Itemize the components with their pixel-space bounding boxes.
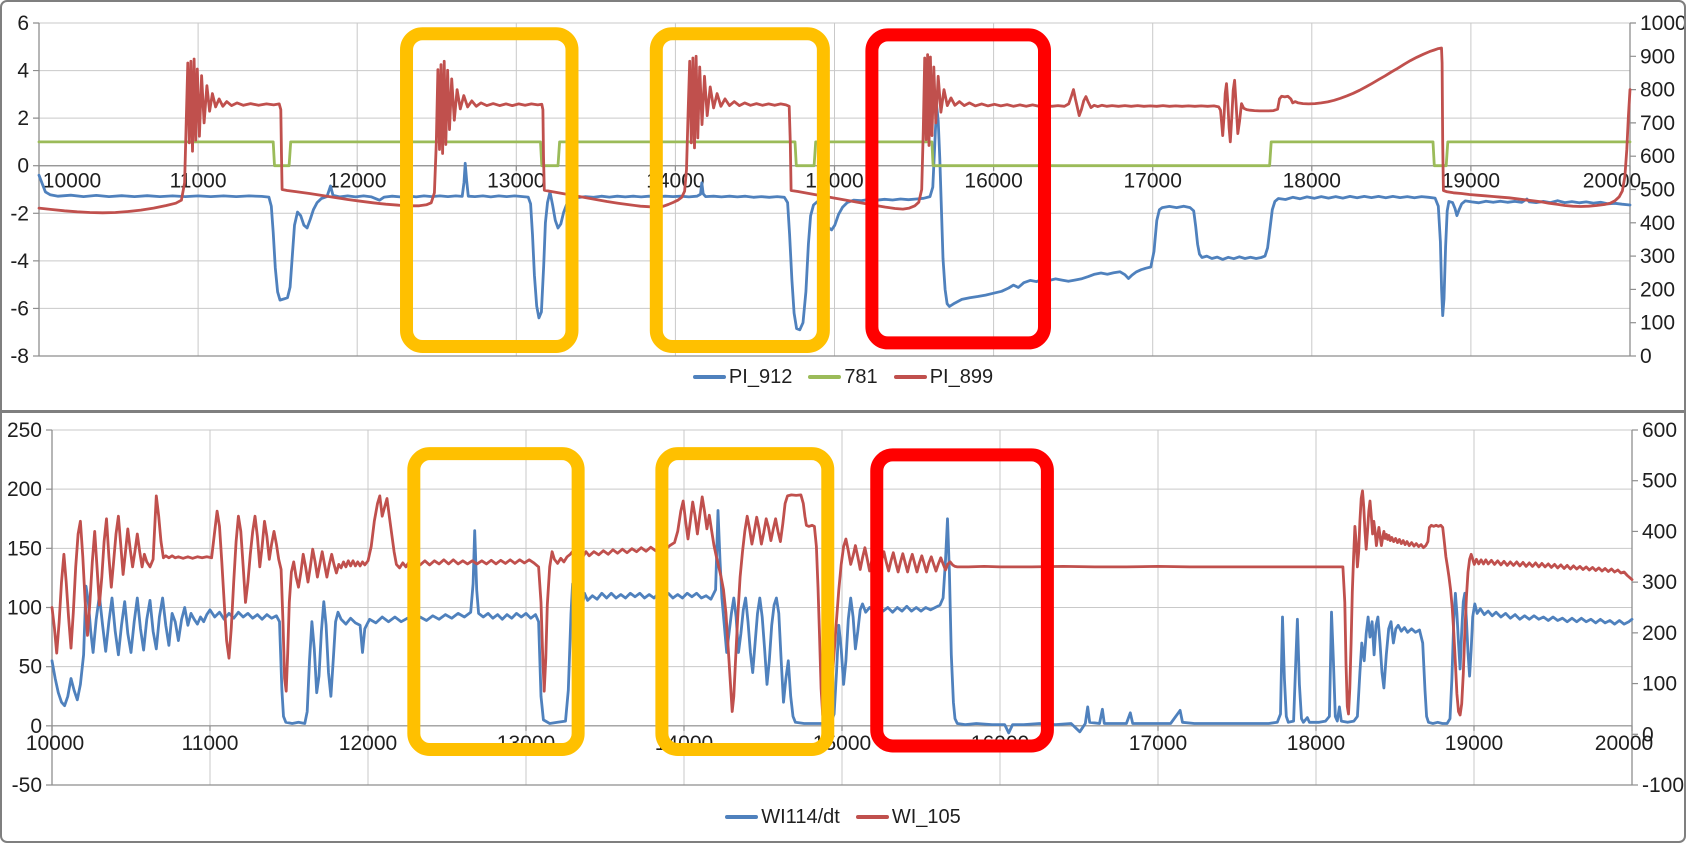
right-axis-label: 800: [1640, 79, 1675, 102]
x-axis-label: 15000: [805, 170, 863, 193]
x-axis-label: 17000: [1129, 732, 1187, 755]
right-axis-label: 600: [1640, 145, 1675, 168]
top-chart[interactable]: -8 -6 -4 -2 0 2 4 6 0 100 200 300 400 500 600 700 800 900…: [2, 2, 1684, 410]
left-axis-label: 100: [7, 597, 42, 620]
left-axis-label: 6: [17, 12, 29, 35]
right-axis-label: 1000: [1640, 12, 1684, 35]
right-axis-label: 400: [1642, 520, 1677, 543]
x-axis-label: 12000: [328, 170, 386, 193]
highlight-box-orange-1[interactable]: [400, 27, 579, 353]
x-axis-label: 13000: [487, 170, 545, 193]
series-line-PI_899: [37, 46, 1632, 215]
left-axis-label: 2: [17, 107, 29, 130]
right-axis-label: 700: [1640, 112, 1675, 135]
series-line-WI_105: [50, 489, 1634, 722]
x-axis-label: 10000: [26, 732, 84, 755]
left-axis-label: 200: [7, 478, 42, 501]
left-axis-label: -4: [10, 250, 29, 273]
right-axis-label: 500: [1642, 470, 1677, 493]
right-axis-label: 100: [1642, 673, 1677, 696]
right-axis-label: 500: [1640, 179, 1675, 202]
left-axis-label: 50: [19, 656, 42, 679]
chart-divider: [2, 410, 1684, 413]
left-axis-label: -8: [10, 345, 29, 368]
right-axis-label: -100: [1642, 774, 1684, 797]
top-chart-canvas: -8 -6 -4 -2 0 2 4 6 0 100 200 300 400 500 600 700 800 900…: [10, 12, 1684, 368]
x-axis-label: 19000: [1445, 732, 1503, 755]
right-axis-label: 100: [1640, 312, 1675, 335]
x-axis-label: 11000: [170, 170, 227, 193]
right-axis-label: 0: [1640, 345, 1652, 368]
left-axis-label: 0: [30, 715, 42, 738]
right-axis-label: 0: [1642, 723, 1654, 746]
left-axis-label: 0: [17, 155, 29, 178]
left-axis-label: -50: [12, 774, 42, 797]
right-axis-label: 300: [1640, 245, 1675, 268]
x-axis-label: 18000: [1283, 170, 1341, 193]
bottom-chart-canvas: -50 0 50 100 150 200 250 -100 0 100 200 300 400 500 60…: [7, 419, 1684, 797]
left-axis-label: 4: [17, 60, 29, 83]
bottom-chart[interactable]: -50 0 50 100 150 200 250 -100 0 100 200 300 400 500 60…: [2, 413, 1684, 841]
x-axis-label: 18000: [1287, 732, 1345, 755]
right-axis-label: 600: [1642, 419, 1677, 442]
x-axis-label: 12000: [339, 732, 397, 755]
x-axis-label: 20000: [1595, 732, 1653, 755]
left-axis-label: -2: [10, 202, 29, 225]
highlight-box-orange-1[interactable]: [407, 447, 585, 757]
right-axis-label: 300: [1642, 571, 1677, 594]
highlight-box-orange-2[interactable]: [649, 27, 830, 353]
series-line-WI114/dt: [50, 509, 1634, 735]
series-line-781: [37, 140, 1632, 168]
right-axis-label: 200: [1642, 622, 1677, 645]
right-axis-label: 200: [1640, 278, 1675, 301]
x-axis-label: 10000: [43, 170, 101, 193]
x-axis-label: 19000: [1442, 170, 1500, 193]
highlight-box-red[interactable]: [865, 28, 1052, 350]
highlight-box-red[interactable]: [870, 448, 1054, 753]
left-axis-label: -6: [10, 297, 29, 320]
highlight-box-orange-2[interactable]: [655, 447, 835, 757]
right-axis-label: 400: [1640, 212, 1675, 235]
right-axis-label: 900: [1640, 45, 1675, 68]
left-axis-label: 150: [7, 537, 42, 560]
x-axis-label: 17000: [1123, 170, 1181, 193]
x-axis-label: 11000: [182, 732, 239, 755]
x-axis-label: 20000: [1583, 170, 1641, 193]
x-axis-label: 16000: [964, 170, 1022, 193]
left-axis-label: 250: [7, 419, 42, 442]
